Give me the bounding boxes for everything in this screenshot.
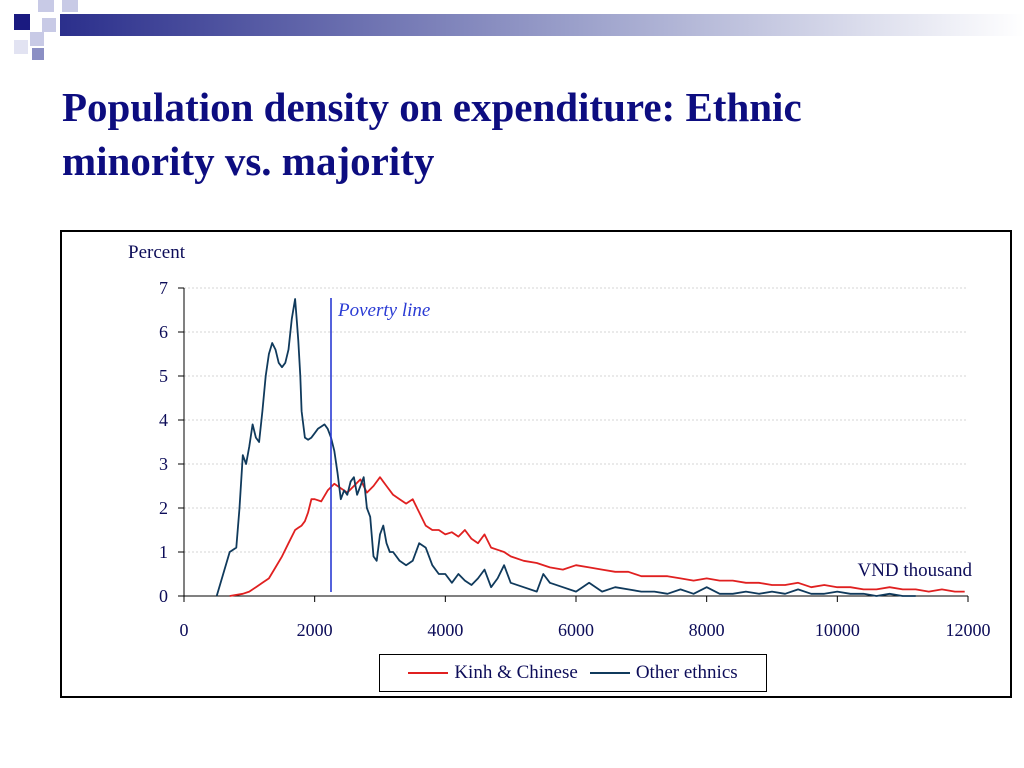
y-tick-label-3: 3 (159, 454, 168, 474)
y-tick-label-5: 5 (159, 366, 168, 386)
legend-swatch-kinh-chinese (408, 672, 449, 674)
title-decoration (14, 0, 1024, 60)
legend-label-other-ethnics: Other ethnics (635, 662, 738, 683)
series-line-other-ethnics (215, 298, 916, 597)
x-axis-label: VND thousand (857, 560, 972, 581)
x-tick-label-10000: 10000 (815, 620, 860, 640)
y-tick-label-1: 1 (159, 542, 168, 562)
x-tick-label-12000: 12000 (946, 620, 991, 640)
x-tick-label-6000: 6000 (558, 620, 594, 640)
chart-legend: Kinh & Chinese Other ethnics (379, 654, 767, 692)
chart-frame: 0 1 2 3 4 5 6 7 0 2000 4000 6000 8000 10000 12000 Perce… (60, 230, 1012, 698)
legend-swatch-other-ethnics (589, 672, 630, 674)
legend-item-kinh-chinese: Kinh & Chinese (408, 662, 578, 684)
density-chart: 0 1 2 3 4 5 6 7 0 2000 4000 6000 8000 10000 12000 Perce… (128, 242, 991, 640)
x-tick-label-8000: 8000 (689, 620, 725, 640)
poverty-line-label: Poverty line (337, 300, 430, 321)
y-tick-label-4: 4 (159, 410, 168, 430)
legend-label-kinh-chinese: Kinh & Chinese (454, 662, 578, 683)
legend-item-other-ethnics: Other ethnics (589, 662, 738, 684)
x-tick-label-4000: 4000 (427, 620, 463, 640)
x-tick-label-2000: 2000 (297, 620, 333, 640)
y-tick-label-2: 2 (159, 498, 168, 518)
slide-title: Population density on expenditure: Ethni… (62, 84, 802, 184)
y-tick-label-0: 0 (159, 586, 168, 606)
y-tick-label-6: 6 (159, 322, 168, 342)
y-tick-label-7: 7 (159, 278, 168, 298)
y-axis-label: Percent (128, 242, 186, 263)
series-line-kinh-chinese (229, 476, 965, 597)
x-tick-label-0: 0 (180, 620, 189, 640)
